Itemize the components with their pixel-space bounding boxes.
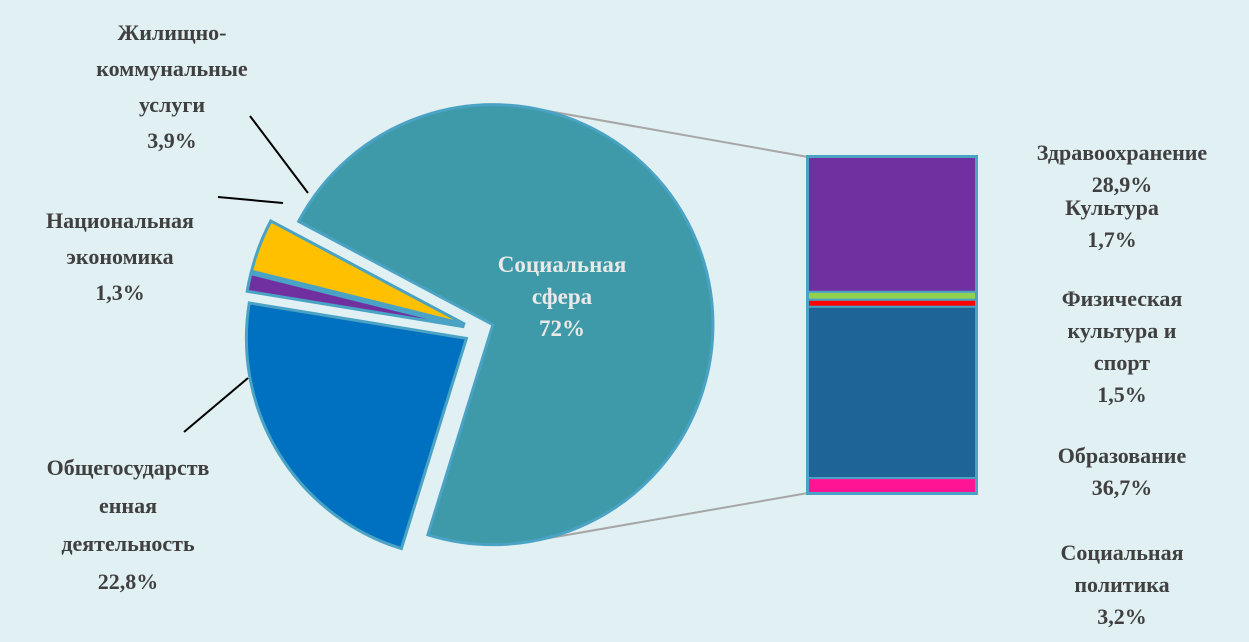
bar-label-sport: Физическая культура и спорт 1,5%: [1062, 286, 1183, 407]
bar-segment-2: [807, 298, 977, 308]
bar-label-education-line-1: 36,7%: [1092, 475, 1153, 500]
bar-label-sport-line-3: 1,5%: [1097, 382, 1147, 407]
pie-label-housing-line-0: Жилищно-: [117, 20, 226, 45]
bar-label-social-policy-line-2: 3,2%: [1097, 604, 1147, 629]
pie-label-economy-line-0: Национальная: [46, 208, 194, 233]
pie-label-economy: Национальная экономика 1,3%: [46, 208, 194, 305]
bar-label-social-policy: Социальная политика 3,2%: [1061, 540, 1184, 629]
leader-general: [183, 377, 249, 433]
pie-label-social: Социальная сфера 72%: [498, 252, 627, 341]
bar-label-culture: Культура 1,7%: [1065, 195, 1159, 252]
bar-segment-0: [807, 156, 977, 293]
bar-label-health-line-1: 28,9%: [1092, 172, 1153, 197]
bar-label-education-line-0: Образование: [1058, 443, 1187, 468]
pie-label-economy-line-1: экономика: [66, 244, 173, 269]
connector-bottom: [523, 492, 809, 544]
pie-label-general-line-2: деятельность: [61, 531, 195, 556]
leader-economy: [217, 196, 284, 204]
bar-label-sport-line-0: Физическая: [1062, 286, 1183, 311]
bar-segment-3: [807, 305, 977, 480]
bar-label-social-policy-line-0: Социальная: [1061, 540, 1184, 565]
pie-label-housing: Жилищно-коммунальные услуги 3,9%: [96, 20, 248, 153]
pie-label-general-line-0: Общегосударств: [47, 455, 210, 480]
bar-label-education: Образование 36,7%: [1058, 443, 1187, 500]
pie-slice-0: [296, 103, 715, 547]
pie-label-housing-line-3: 3,9%: [147, 128, 197, 153]
bar-label-culture-line-0: Культура: [1065, 195, 1159, 220]
leader-housing: [249, 115, 309, 194]
pie-label-general-line-1: енная: [99, 493, 157, 518]
pie-label-general-line-3: 22,8%: [98, 569, 159, 594]
bar-label-sport-line-2: спорт: [1094, 350, 1150, 375]
pie-slice-2: [245, 271, 465, 329]
pie-label-housing-line-1: коммунальные: [96, 56, 248, 81]
pie-label-social-line-1: сфера: [532, 284, 593, 309]
pie-label-housing-line-2: услуги: [139, 92, 205, 117]
pie-label-general: Общегосударств енная деятельность 22,8%: [47, 455, 210, 594]
bar-label-culture-line-1: 1,7%: [1087, 227, 1137, 252]
bar-label-sport-line-1: культура и: [1068, 318, 1177, 343]
connector-top: [530, 107, 809, 158]
pie-label-social-line-2: 72%: [539, 316, 585, 341]
bar-label-health-line-0: Здравоохранение: [1037, 140, 1208, 165]
pie-slice-3: [249, 218, 466, 326]
bar-label-social-policy-line-1: политика: [1074, 572, 1169, 597]
pie-label-economy-line-2: 1,3%: [95, 280, 145, 305]
pie-slice-1: [244, 301, 469, 551]
bar-segment-4: [807, 477, 977, 495]
bar-label-health: Здравоохранение 28,9%: [1037, 140, 1208, 197]
pie-label-social-line-0: Социальная: [498, 252, 627, 277]
bar-segment-1: [807, 290, 977, 301]
